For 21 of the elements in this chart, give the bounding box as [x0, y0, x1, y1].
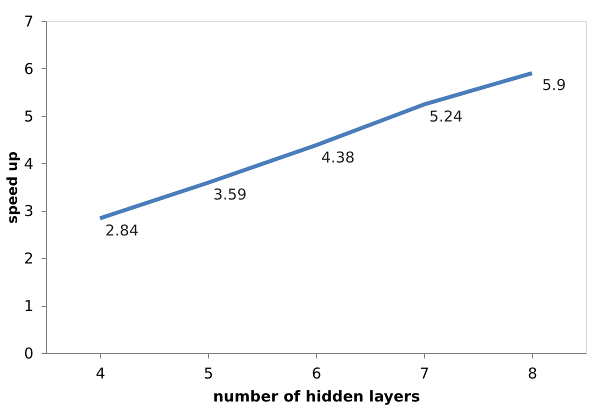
y-axis-title: speed up — [4, 151, 21, 224]
line-series — [98, 71, 534, 220]
data-label: 4.38 — [321, 148, 355, 166]
data-label: 2.84 — [105, 221, 139, 240]
y-tick-label: 7 — [24, 12, 34, 30]
x-tick-label: 8 — [528, 364, 538, 382]
x-tick-label: 4 — [96, 364, 106, 382]
x-tick-label: 7 — [420, 364, 430, 382]
y-tick-label: 3 — [24, 202, 34, 220]
y-tick-label: 2 — [24, 250, 34, 268]
y-tick-label: 5 — [24, 107, 34, 126]
y-tick-label: 1 — [24, 297, 34, 316]
data-label: 3.59 — [213, 186, 247, 204]
y-tick-label: 6 — [24, 60, 34, 78]
x-tick-label: 6 — [312, 364, 322, 382]
y-tick-label: 4 — [24, 154, 34, 173]
data-label: 5.9 — [542, 76, 566, 94]
y-tick-label: 0 — [24, 344, 34, 362]
data-label: 5.24 — [429, 107, 463, 126]
x-tick-label: 5 — [204, 364, 214, 382]
x-axis-title: number of hidden layers — [212, 388, 420, 406]
